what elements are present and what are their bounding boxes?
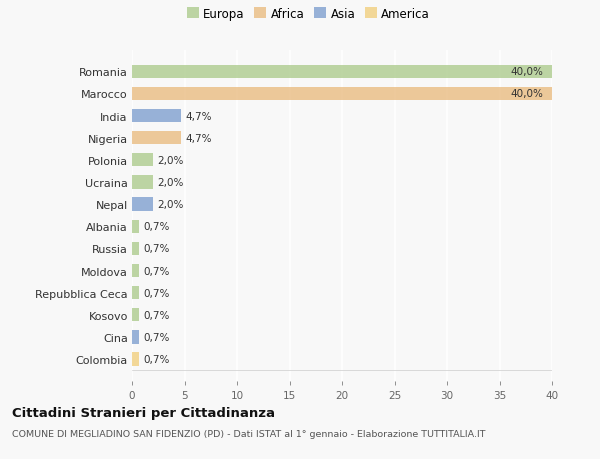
Text: 4,7%: 4,7% bbox=[185, 134, 212, 143]
Legend: Europa, Africa, Asia, America: Europa, Africa, Asia, America bbox=[184, 5, 433, 23]
Text: 2,0%: 2,0% bbox=[157, 178, 184, 188]
Bar bbox=[132, 242, 139, 256]
Text: Cittadini Stranieri per Cittadinanza: Cittadini Stranieri per Cittadinanza bbox=[12, 406, 275, 419]
Text: 0,7%: 0,7% bbox=[143, 266, 170, 276]
Text: 40,0%: 40,0% bbox=[511, 67, 544, 77]
Bar bbox=[132, 264, 139, 278]
Text: 0,7%: 0,7% bbox=[143, 244, 170, 254]
Bar bbox=[132, 286, 139, 300]
Bar bbox=[132, 220, 139, 234]
Bar bbox=[132, 66, 552, 79]
Bar bbox=[132, 110, 181, 123]
Bar bbox=[132, 198, 153, 211]
Bar bbox=[132, 330, 139, 344]
Bar bbox=[132, 88, 552, 101]
Text: 0,7%: 0,7% bbox=[143, 288, 170, 298]
Bar bbox=[132, 353, 139, 366]
Bar bbox=[132, 154, 153, 167]
Text: 2,0%: 2,0% bbox=[157, 200, 184, 210]
Bar bbox=[132, 308, 139, 322]
Text: 4,7%: 4,7% bbox=[185, 112, 212, 121]
Bar bbox=[132, 132, 181, 145]
Text: COMUNE DI MEGLIADINO SAN FIDENZIO (PD) - Dati ISTAT al 1° gennaio - Elaborazione: COMUNE DI MEGLIADINO SAN FIDENZIO (PD) -… bbox=[12, 429, 485, 438]
Text: 0,7%: 0,7% bbox=[143, 310, 170, 320]
Text: 0,7%: 0,7% bbox=[143, 222, 170, 232]
Text: 2,0%: 2,0% bbox=[157, 156, 184, 166]
Text: 0,7%: 0,7% bbox=[143, 354, 170, 364]
Bar bbox=[132, 176, 153, 189]
Text: 40,0%: 40,0% bbox=[511, 89, 544, 99]
Text: 0,7%: 0,7% bbox=[143, 332, 170, 342]
